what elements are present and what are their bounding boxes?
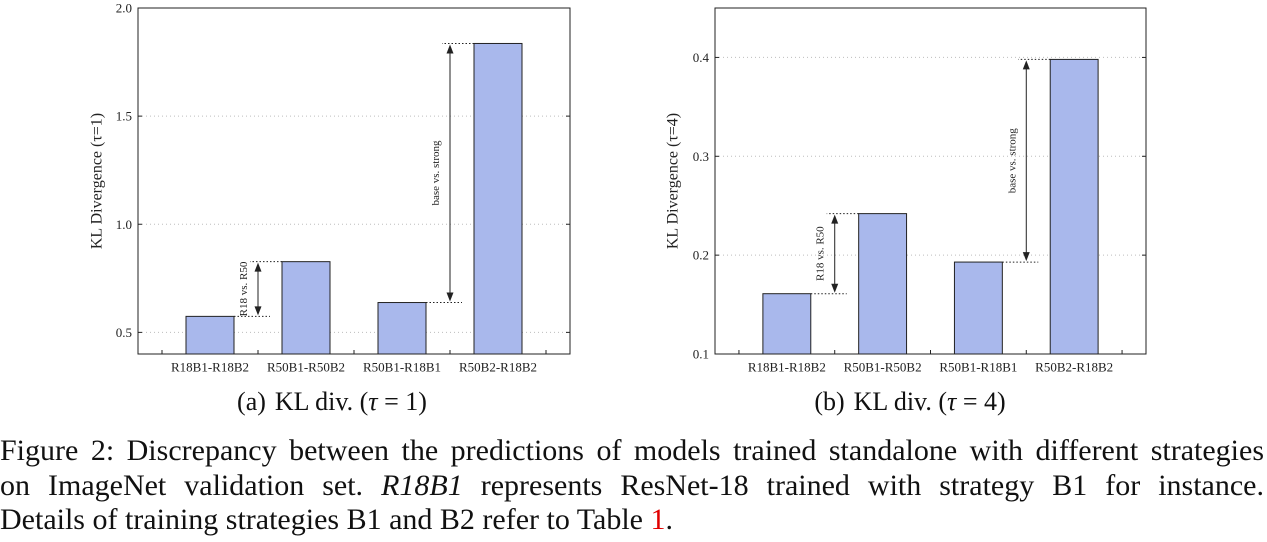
caption-line-1: Figure 2: Discrepancy between the predic…: [0, 434, 1264, 467]
bar-r50b1-r50b2: [858, 213, 908, 355]
y-axis-label: KL Divergence (τ=1): [89, 113, 106, 249]
arrowhead-down: [254, 306, 262, 316]
bar-r18b1-r18b2: [762, 293, 812, 355]
bar-r50b1-r18b1: [953, 261, 1003, 355]
x-tick-label: R50B2-R18B2: [1035, 360, 1113, 375]
x-tick-label: R50B1-R50B2: [844, 360, 922, 375]
caption-text: Details of training strategies B1 and B2…: [0, 503, 651, 536]
arrowhead-down: [1022, 252, 1030, 262]
y-axis-label: KL Divergence (τ=4): [665, 113, 682, 249]
subcaption-tag: (b): [814, 387, 845, 416]
subcaption-b: (b) KL div. (τ = 4): [750, 387, 1070, 417]
annotation-r18-vs-r50: R18 vs. R50: [234, 261, 282, 317]
subcaption-tag: (a): [237, 387, 266, 416]
table-reference-link[interactable]: 1: [650, 503, 666, 536]
x-tick-label: R18B1-R18B2: [748, 360, 826, 375]
subcaption-rest: = 4): [956, 387, 1006, 416]
y-tick-label: 1.5: [116, 109, 132, 124]
arrowhead-up: [446, 44, 454, 54]
y-tick-label: 0.1: [693, 347, 709, 362]
annotation-base-vs-strong: base vs. strong: [1002, 58, 1051, 263]
arrowhead-up: [1022, 60, 1030, 70]
caption-text: on ImageNet validation set.: [0, 468, 382, 502]
annotation-label: base vs. strong: [430, 140, 442, 206]
annotation-label: base vs. strong: [1006, 128, 1018, 194]
bar-chart-a: 0.5 1.0 1.5 2.0 R18B1-R18B2 R50B1-R50B2 R50B1-…: [89, 1, 571, 375]
x-tick-label: R50B1-R18B1: [363, 360, 441, 375]
subcaption-tau: τ: [368, 387, 378, 416]
y-tick-label: 0.3: [693, 149, 709, 164]
subcaption-text: KL div. (: [274, 387, 369, 416]
subcaption-rest: = 1): [377, 387, 427, 416]
caption-line-2: on ImageNet validation set. R18B1 repres…: [0, 469, 1264, 504]
y-tick-label: 1.0: [116, 217, 132, 232]
arrowhead-down: [446, 292, 454, 302]
bar-chart-b: 0.1 0.2 0.3 0.4 R18B1-R18B2 R50B1-R50B2 R50B1-…: [665, 7, 1147, 375]
x-tick-label: R50B1-R18B1: [939, 360, 1017, 375]
charts-canvas: 0.5 1.0 1.5 2.0 R18B1-R18B2 R50B1-R50B2 R50B1-…: [89, 1, 1147, 375]
y-tick-label: 0.5: [116, 325, 132, 340]
figure-caption: Figure 2: Discrepancy between the predic…: [0, 434, 1264, 538]
plot-frame: [137, 7, 571, 355]
arrowhead-up: [831, 214, 839, 224]
x-tick-label: R18B1-R18B2: [171, 360, 249, 375]
annotation-r18-vs-r50: R18 vs. R50: [810, 213, 859, 295]
bar-r50b1-r50b2: [281, 261, 331, 355]
subcaption-a: (a) KL div. (τ = 1): [172, 387, 492, 417]
y-tick-label: 0.2: [693, 248, 709, 263]
annotation-base-vs-strong: base vs. strong: [426, 42, 474, 304]
annotation-label: R18 vs. R50: [815, 226, 827, 281]
plot-frame: [714, 7, 1147, 355]
annotation-label: R18 vs. R50: [238, 261, 250, 316]
arrowhead-up: [254, 262, 262, 272]
caption-emphasis: R18B1: [381, 468, 463, 502]
bar-r50b1-r18b1: [377, 302, 427, 355]
caption-text: represents ResNet-18 trained with strate…: [462, 468, 1264, 502]
bar-r50b2-r18b2: [1049, 58, 1099, 355]
subcaption-tau: τ: [947, 387, 957, 416]
y-tick-label: 0.4: [693, 50, 710, 65]
caption-text: .: [665, 503, 674, 536]
y-tick-label: 2.0: [116, 1, 132, 16]
x-tick-label: R50B1-R50B2: [267, 360, 345, 375]
x-tick-label: R50B2-R18B2: [459, 360, 537, 375]
subcaption-text: KL div. (: [853, 387, 948, 416]
bar-r18b1-r18b2: [185, 315, 235, 355]
caption-line-3: Details of training strategies B1 and B2…: [0, 503, 1264, 538]
bar-r50b2-r18b2: [473, 42, 523, 355]
arrowhead-down: [831, 283, 839, 293]
